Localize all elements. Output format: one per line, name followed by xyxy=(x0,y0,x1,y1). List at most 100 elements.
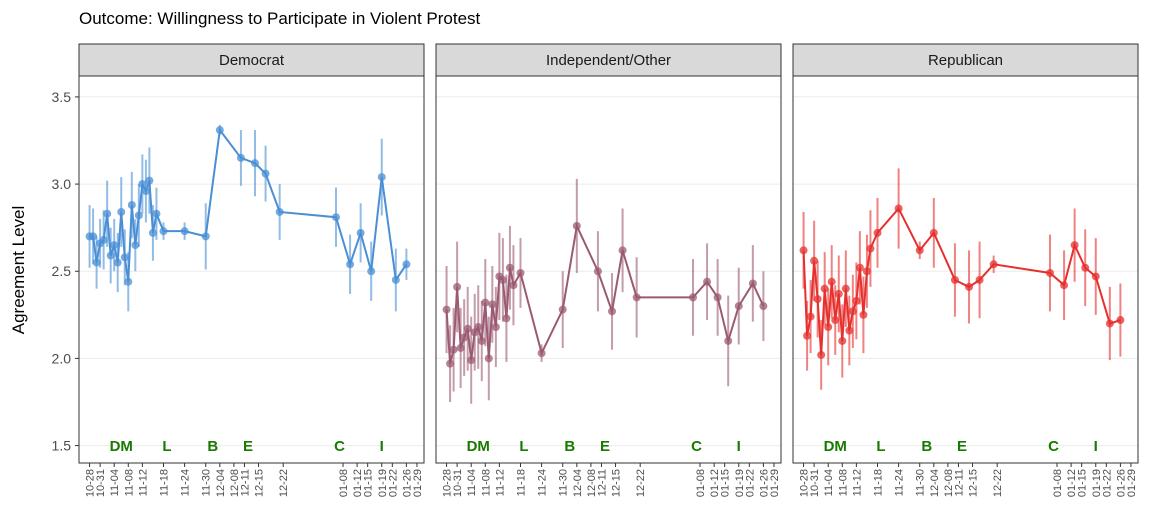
x-tick-label: 01-22 xyxy=(1101,469,1113,497)
point xyxy=(488,300,497,309)
point xyxy=(467,356,476,365)
x-tick-label: 11-08 xyxy=(480,469,492,496)
point xyxy=(131,241,140,250)
point xyxy=(803,331,812,340)
point xyxy=(180,227,189,236)
point xyxy=(824,323,833,332)
point xyxy=(491,323,500,332)
event-label: I xyxy=(380,438,384,455)
x-tick-label: 11-12 xyxy=(851,469,863,496)
facet-title: Independent/Other xyxy=(546,52,671,69)
point xyxy=(141,187,150,196)
y-axis-label: Agreement Level xyxy=(9,206,28,335)
x-tick-label: 11-30 xyxy=(915,469,927,496)
x-tick-label: 11-30 xyxy=(558,469,570,496)
x-tick-label: 12-22 xyxy=(278,469,290,497)
x-tick-label: 10-28 xyxy=(799,469,811,497)
point xyxy=(1081,263,1090,272)
x-tick-label: 12-04 xyxy=(929,469,941,497)
point xyxy=(724,336,733,345)
x-tick-label: 12-08 xyxy=(586,469,598,497)
x-tick-label: 11-18 xyxy=(515,469,527,496)
point xyxy=(859,310,868,319)
y-tick-label: 2.5 xyxy=(52,263,72,279)
point xyxy=(572,221,581,230)
point xyxy=(593,267,602,276)
point xyxy=(950,275,959,284)
x-tick-label: 12-11 xyxy=(596,469,608,496)
point xyxy=(632,293,641,302)
event-label: B xyxy=(921,438,932,455)
point xyxy=(498,275,507,284)
point xyxy=(402,260,411,269)
point xyxy=(820,284,829,293)
point xyxy=(1091,272,1100,281)
point xyxy=(346,260,355,269)
facet-title: Democrat xyxy=(219,52,285,69)
event-label: E xyxy=(243,438,253,455)
point xyxy=(124,277,133,286)
x-tick-label: 11-12 xyxy=(137,469,149,496)
x-tick-label: 11-24 xyxy=(180,469,192,496)
event-label: E xyxy=(957,438,967,455)
point xyxy=(134,211,143,220)
point xyxy=(759,302,768,311)
point xyxy=(975,275,984,284)
x-tick-label: 01-15 xyxy=(720,469,732,497)
x-tick-label: 10-28 xyxy=(442,469,454,497)
x-tick-label: 10-31 xyxy=(809,469,821,497)
point xyxy=(608,307,617,316)
x-tick-label: 01-15 xyxy=(1077,469,1089,497)
point xyxy=(848,307,857,316)
point xyxy=(806,312,815,321)
point xyxy=(113,258,122,267)
point xyxy=(251,159,260,168)
x-tick-label: 01-26 xyxy=(401,469,413,497)
point xyxy=(862,267,871,276)
event-label: L xyxy=(162,438,171,455)
point xyxy=(148,228,157,237)
point xyxy=(442,305,451,314)
x-tick-label: 01-19 xyxy=(734,469,746,497)
x-tick-label: 11-24 xyxy=(894,469,906,496)
facet-strip xyxy=(435,43,782,77)
point xyxy=(215,126,224,135)
x-tick-label: 10-28 xyxy=(85,469,97,497)
point xyxy=(866,244,875,253)
point xyxy=(852,296,861,305)
point xyxy=(92,258,101,267)
y-tick-label: 1.5 xyxy=(52,438,72,454)
x-tick-label: 01-19 xyxy=(1091,469,1103,497)
panel-border xyxy=(792,75,1139,464)
point xyxy=(748,279,757,288)
y-tick-label: 3.0 xyxy=(52,176,72,192)
x-tick-label: 01-26 xyxy=(1115,469,1127,497)
x-tick-label: 01-12 xyxy=(709,469,721,497)
point xyxy=(509,281,518,290)
point xyxy=(159,227,168,236)
point xyxy=(817,350,826,359)
series-line xyxy=(89,127,408,283)
event-label: I xyxy=(1094,438,1098,455)
x-tick-label: 11-08 xyxy=(837,469,849,496)
point xyxy=(460,333,469,342)
event-label: C xyxy=(1048,438,1059,455)
point xyxy=(1060,281,1069,290)
point xyxy=(799,246,808,255)
x-tick-label: 12-15 xyxy=(254,469,266,497)
event-label: L xyxy=(876,438,885,455)
point xyxy=(558,305,567,314)
point xyxy=(703,277,712,286)
point xyxy=(989,260,998,269)
point xyxy=(855,263,864,272)
x-tick-label: 11-04 xyxy=(823,469,835,496)
event-label: B xyxy=(207,438,218,455)
point xyxy=(99,235,108,244)
point xyxy=(484,354,493,363)
point xyxy=(481,298,490,307)
event-label: DM xyxy=(824,438,847,455)
point xyxy=(127,201,136,209)
x-tick-label: 11-18 xyxy=(158,469,170,496)
point xyxy=(275,207,284,216)
